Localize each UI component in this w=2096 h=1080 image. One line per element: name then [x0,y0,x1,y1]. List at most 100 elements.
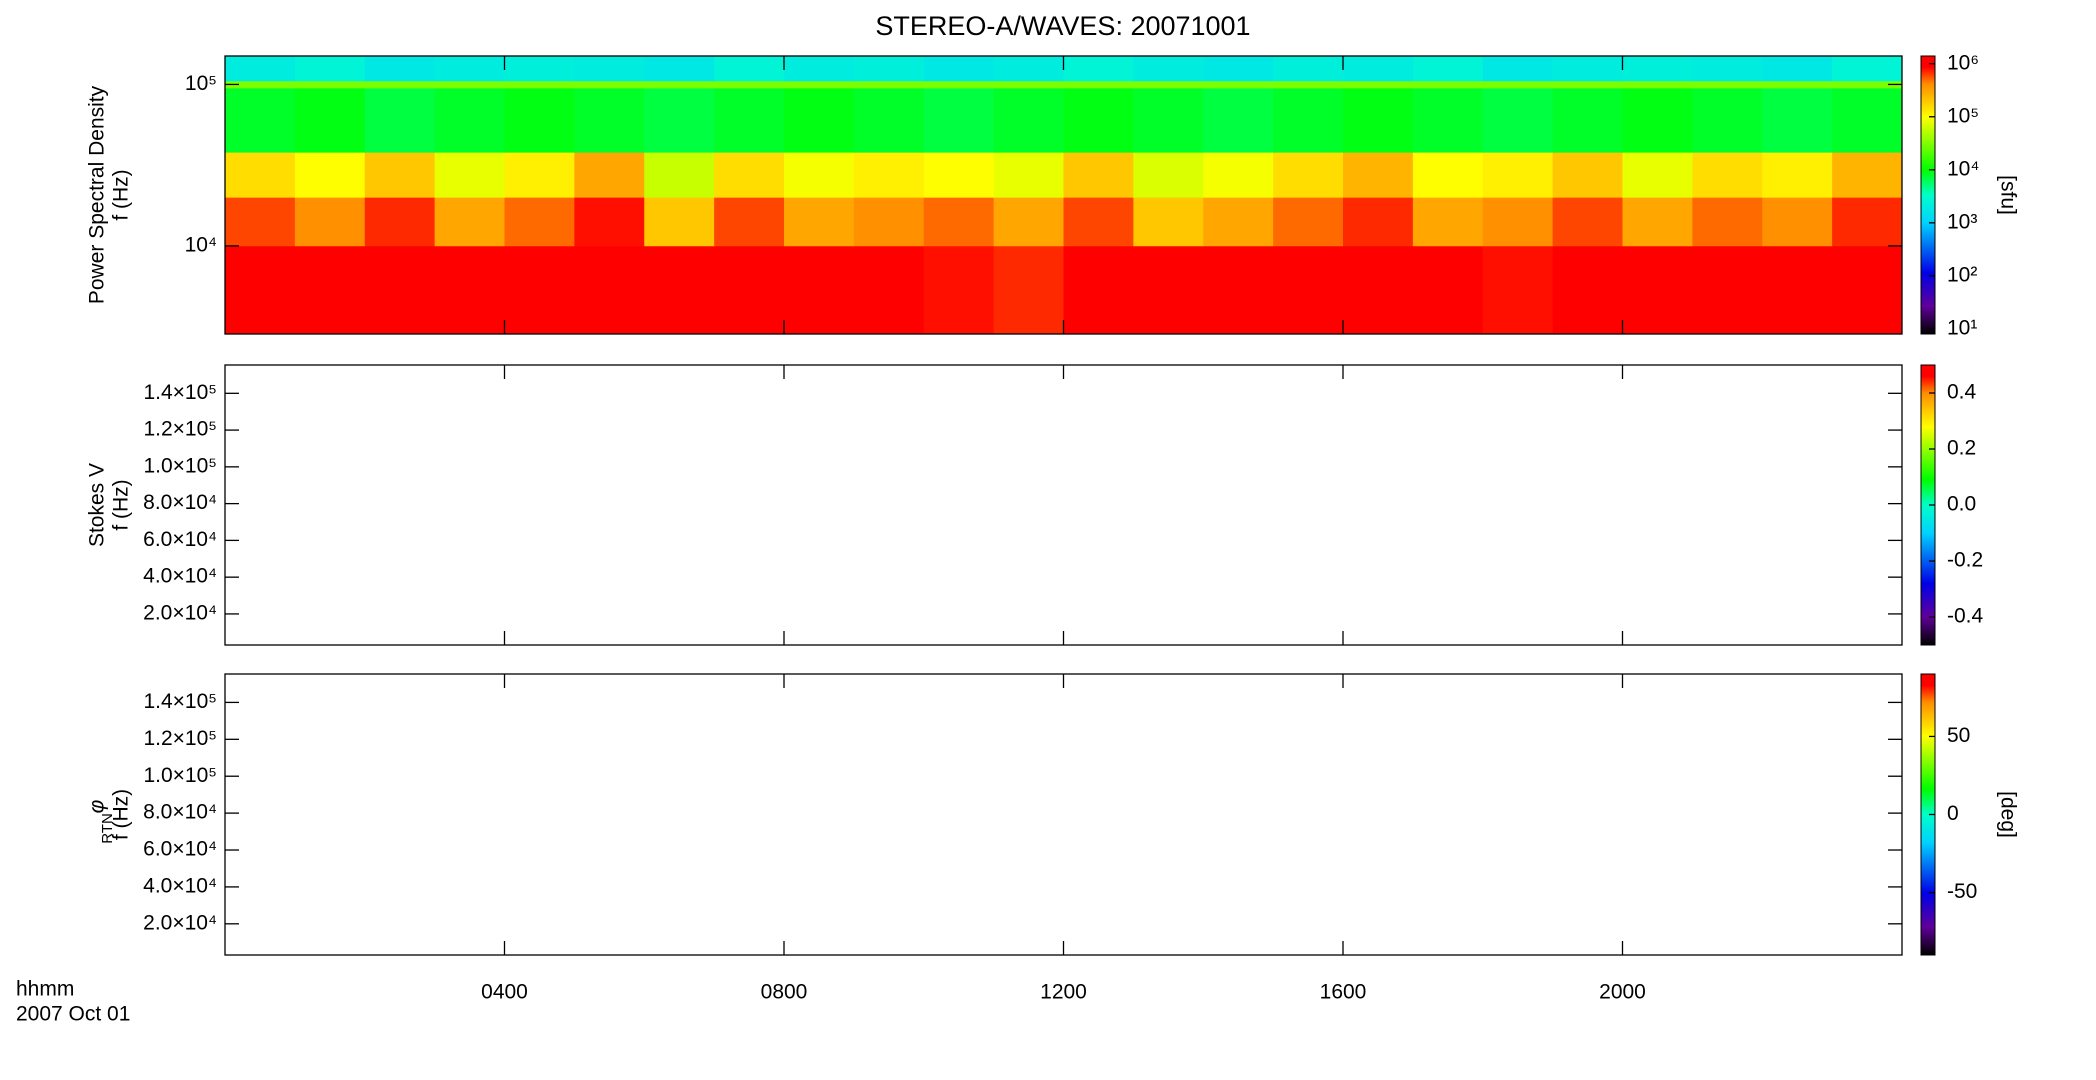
heatmap-cell [1133,245,1204,335]
heatmap-cell [364,197,436,247]
colorbar-tick-label: 0.0 [1947,493,1976,516]
heatmap-cell [504,56,575,82]
heatmap-cell [1552,152,1623,198]
heatmap-cell [225,197,296,247]
heatmap-cell [1343,56,1414,82]
heatmap-cell [644,88,715,153]
heatmap-cell [1832,152,1903,198]
colorbar-tick-label: 0.2 [1947,437,1976,460]
heatmap-cell [923,152,995,198]
heatmap-cell [784,152,855,198]
y-axis-label: Power Spectral Density [86,85,109,304]
heatmap-cell [364,152,436,198]
heatmap-cell [1412,56,1484,82]
heatmap-cell [434,152,505,198]
heatmap-cell [1622,152,1693,198]
y-tick-label: 2.0×10⁴ [143,601,217,624]
plot-frame [224,673,1903,956]
y-tick-label: 2.0×10⁴ [143,911,217,934]
heatmap-cell [1133,81,1204,89]
heatmap-cell [1343,152,1414,198]
heatmap-cell [1273,197,1344,247]
heatmap-cell [574,245,645,335]
heatmap-cell [714,81,785,89]
heatmap-cell [923,245,995,335]
y-tick-label: 1.2×10⁵ [143,418,217,441]
heatmap-cell [1762,152,1833,198]
heatmap-cell [993,81,1064,89]
heatmap-cell [1552,81,1623,89]
heatmap-cell [1762,81,1833,89]
heatmap-cell [784,197,855,247]
heatmap-cell [1063,152,1134,198]
heatmap-cell [1692,81,1763,89]
heatmap-cell [504,245,575,335]
heatmap-cell [1482,245,1554,335]
heatmap-cell [1273,81,1344,89]
heatmap-cell [1133,88,1204,153]
heatmap-cell [714,245,785,335]
heatmap-cell [1832,245,1903,335]
heatmap-cell [1622,245,1693,335]
heatmap-cell [225,88,296,153]
y-tick-label: 6.0×10⁴ [143,838,217,861]
heatmap-cell [1203,81,1274,89]
heatmap-cell [1832,56,1903,82]
heatmap-cell [434,197,505,247]
heatmap-cell [1133,56,1204,82]
y-tick-label: 4.0×10⁴ [143,874,217,897]
heatmap-cell [853,56,925,82]
y-tick-label: 6.0×10⁴ [143,528,217,551]
heatmap-cell [644,56,715,82]
colorbar-label: [deg] [1996,791,2019,838]
heatmap-cell [853,88,925,153]
colorbar-tick-label: 10⁵ [1947,104,1979,127]
colorbar-tick-label: 0 [1947,802,1959,825]
heatmap-cell [1063,88,1134,153]
heatmap-cell [1622,81,1693,89]
heatmap-cell [364,245,436,335]
heatmap-cell [644,152,715,198]
heatmap-cell [993,197,1064,247]
y-tick-label: 10⁵ [185,72,217,95]
colorbar-tick-label: 50 [1947,724,1970,747]
heatmap-cell [644,245,715,335]
heatmap-cell [434,56,505,82]
heatmap-cell [993,88,1064,153]
x-tick-label: 2000 [1599,981,1646,1004]
heatmap-cell [1203,152,1274,198]
heatmap-cell [434,81,505,89]
heatmap-cell [993,152,1064,198]
x-tick-label: 0400 [481,981,528,1004]
heatmap-cell [1622,56,1693,82]
heatmap-cell [504,152,575,198]
heatmap-cell [225,81,296,89]
heatmap-cell [294,152,366,198]
heatmap-cell [1692,245,1763,335]
heatmap-cell [1762,197,1833,247]
heatmap-cell [294,81,366,89]
y-tick-label: 1.0×10⁵ [143,454,217,477]
heatmap-cell [1692,152,1763,198]
colorbar-tick-label: 10¹ [1947,316,1977,339]
colorbar-label: [sfu] [1996,175,2019,215]
colorbar-tick-label: 0.4 [1947,381,1977,404]
y-tick-label: 1.4×10⁵ [143,690,217,713]
heatmap-cell [294,56,366,82]
heatmap-cell [1412,197,1484,247]
heatmap-cell [853,245,925,335]
heatmap-cell [434,88,505,153]
heatmap-cell [784,81,855,89]
y-tick-label: 1.0×10⁵ [143,764,217,787]
heatmap-cell [1832,197,1903,247]
heatmap-cell [853,152,925,198]
heatmap-cell [1412,245,1484,335]
heatmap-cell [574,152,645,198]
heatmap-cell [1343,197,1414,247]
heatmap-cell [1552,88,1623,153]
heatmap-cell [294,197,366,247]
heatmap-cell [923,197,995,247]
heatmap-cell [1273,88,1344,153]
heatmap-cell [1622,88,1693,153]
